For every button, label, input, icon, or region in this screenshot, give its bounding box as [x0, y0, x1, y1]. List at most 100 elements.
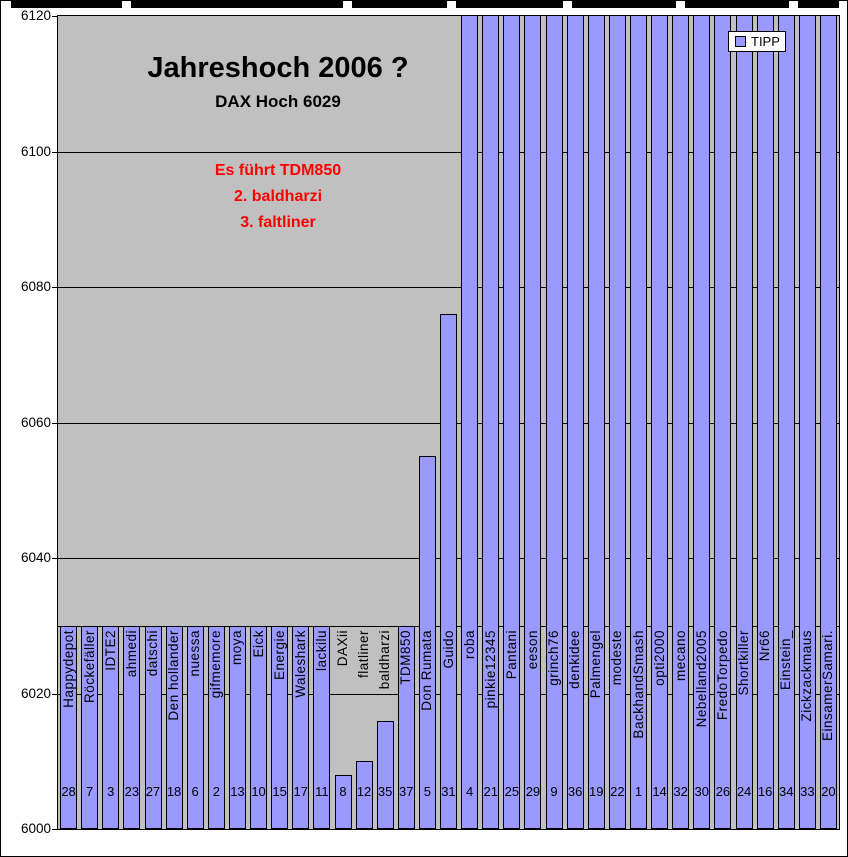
tipp-bar-BackhandSmash: [630, 16, 647, 829]
rank-label: 10: [251, 784, 266, 799]
category-label: FredoTorpedo: [714, 629, 730, 720]
rank-label: 25: [504, 784, 520, 799]
rank-label: 6: [191, 784, 199, 799]
rank-label: 22: [610, 784, 625, 799]
tipp-bar-baldharzi: [376, 720, 394, 829]
rank-label: 36: [567, 784, 583, 799]
tipp-bar-ahmedi: [123, 625, 141, 829]
rank-label: 34: [779, 784, 794, 799]
chart-title: Jahreshoch 2006 ?: [147, 52, 409, 84]
category-label: Guido: [440, 629, 456, 669]
y-axis-label: 6040: [20, 550, 51, 565]
window-artifact-strip: [456, 1, 563, 8]
rank-label: 23: [124, 784, 140, 799]
leader-annotation-line: 3. faltliner: [240, 214, 316, 231]
rank-label: 9: [550, 784, 558, 799]
category-label: denkidee: [567, 629, 583, 689]
category-label: moya: [229, 629, 245, 665]
rank-label: 35: [377, 784, 393, 799]
tipp-bar-nuessa: [186, 625, 204, 829]
tipp-bar-modeste: [608, 16, 626, 829]
category-label: Zickzackmaus: [799, 629, 815, 722]
leader-annotation-line: 2. baldharzi: [233, 188, 323, 205]
gridline: [58, 151, 839, 153]
tipp-bar-Eick: [250, 625, 267, 829]
tipp-bar-roba: [461, 16, 479, 829]
tipp-bar-Energie: [271, 625, 289, 829]
category-label: Palmengel: [588, 629, 604, 699]
tipp-bar-lackilu: [313, 625, 331, 829]
rank-label: 2: [212, 784, 220, 799]
y-axis-label: 6000: [20, 821, 51, 836]
tipp-bar-EinsamerSamari.: [819, 16, 837, 829]
rank-label: 26: [715, 784, 731, 799]
tipp-bar-Den hollander: [165, 625, 183, 829]
tipp-bar-Shortkiller: [735, 16, 753, 829]
category-label: baldharzi: [377, 629, 393, 690]
tipp-bar-denkidee: [566, 16, 584, 829]
y-axis-label: 6080: [20, 279, 51, 294]
tipp-bar-Don Rumata: [418, 456, 436, 829]
tipp-bar-opti2000: [651, 16, 669, 829]
window-artifact-strip: [685, 1, 789, 8]
rank-label: 15: [272, 784, 287, 799]
rank-label: 7: [86, 784, 94, 799]
category-label: TDM850: [398, 629, 414, 685]
tipp-bar-eeson: [524, 16, 542, 829]
category-label: Pantani: [503, 629, 519, 680]
category-label: mecano: [672, 629, 688, 681]
leader-annotation: Es führt TDM850 2. baldharzi 3. faltliner: [73, 158, 483, 236]
y-axis-tick: [52, 151, 57, 153]
tipp-bar-flatliner: [355, 761, 373, 829]
rank-label: 4: [466, 784, 474, 799]
rank-label: 30: [694, 784, 709, 799]
rank-label: 18: [166, 784, 182, 799]
tipp-bar-mecano: [672, 16, 690, 829]
tipp-bar-Guido: [440, 314, 457, 829]
tipp-bar-pinkie12345: [482, 16, 500, 829]
window-artifact-strip: [11, 1, 122, 8]
window-artifact-strip: [572, 1, 676, 8]
rank-label: 27: [145, 784, 161, 799]
category-label: Nebelland2005: [693, 629, 709, 728]
chart-subtitle: DAX Hoch 6029: [215, 92, 341, 111]
category-label: Energie: [271, 629, 287, 680]
category-label: ahmedi: [123, 629, 139, 678]
tipp-bar-TDM850: [397, 625, 415, 829]
window-artifact-strip: [131, 1, 343, 8]
legend-swatch-icon: [735, 36, 746, 47]
rank-label: 29: [525, 784, 541, 799]
plot-area: Happydepot Röckefäller IDTE2 ahmedi datschi D…: [57, 15, 840, 830]
category-label: Eick: [250, 629, 266, 658]
rank-label: 5: [423, 784, 431, 799]
rank-label: 28: [61, 784, 76, 799]
rank-label: 3: [107, 784, 115, 799]
tipp-bar-datschi: [144, 625, 162, 829]
tipp-bar-moya: [228, 625, 246, 829]
tipp-bar-Nebelland2005: [693, 16, 711, 829]
rank-label: 32: [673, 784, 688, 799]
category-label: BackhandSmash: [630, 629, 646, 739]
category-label: Waleshark: [292, 629, 308, 698]
tipp-bar-Palmengel: [587, 16, 605, 829]
rank-label: 19: [589, 784, 604, 799]
rank-label: 1: [634, 784, 643, 799]
category-label: Einstein_: [778, 629, 794, 690]
gridline: [58, 287, 839, 288]
category-label: grinch76: [546, 629, 561, 686]
tipp-bar-grinch76: [545, 16, 563, 829]
rank-label: 11: [315, 784, 329, 799]
category-label: Nr66: [757, 629, 773, 662]
tipp-bar-gifmemore: [207, 625, 225, 829]
y-axis-label: 6100: [20, 143, 51, 159]
rank-label: 14: [652, 784, 667, 799]
category-label: lackilu: [313, 629, 329, 671]
y-axis-tick: [52, 287, 57, 288]
tipp-bar-DAXii: [334, 774, 352, 829]
rank-label: 24: [736, 784, 752, 799]
rank-label: 13: [230, 784, 245, 799]
tipp-bar-Zickzackmaus: [798, 16, 816, 829]
legend-label: TIPP: [751, 34, 780, 49]
title-block: Jahreshoch 2006 ? DAX Hoch 6029 Es führt…: [73, 52, 483, 236]
